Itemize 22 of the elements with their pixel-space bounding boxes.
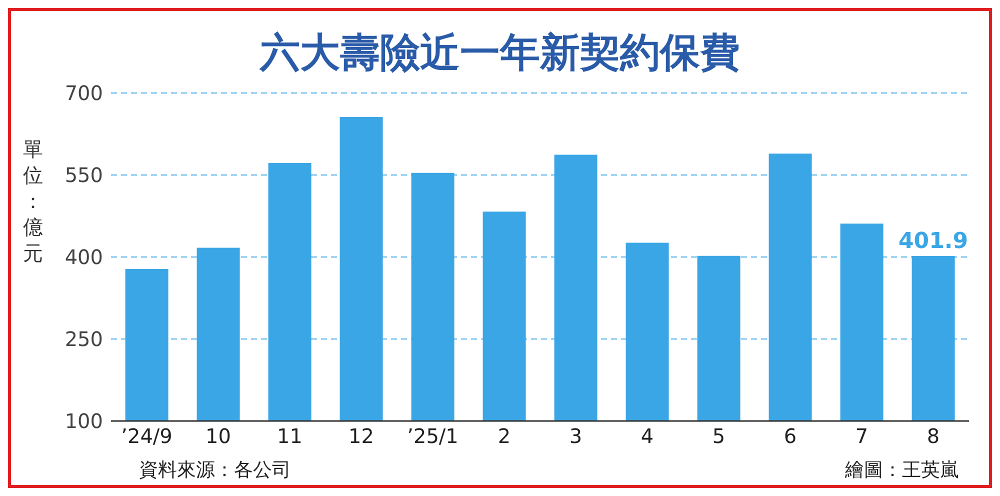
chart-title: 六大壽險近一年新契約保費	[258, 29, 741, 78]
y-tick-label: 100	[64, 409, 103, 434]
x-tick-label: ’24/9	[121, 424, 172, 448]
x-tick-label: 3	[569, 424, 582, 448]
x-tick-label: 10	[206, 424, 231, 448]
x-tick-label: 7	[855, 424, 868, 448]
y-tick-label: 700	[64, 81, 103, 106]
y-tick-label: 400	[64, 245, 103, 270]
x-tick-label: 11	[277, 424, 302, 448]
x-tick-label: 12	[348, 424, 374, 448]
x-tick-label: 5	[712, 424, 726, 448]
data-label: 401.9	[898, 228, 968, 254]
y-tick-label: 250	[64, 327, 103, 352]
x-tick-label: 6	[784, 424, 797, 448]
x-tick-label: 4	[640, 424, 654, 448]
x-tick-label: 2	[498, 424, 511, 448]
x-tick-label: 8	[926, 424, 940, 448]
y-axis-title: 單位：億元	[22, 136, 44, 266]
y-tick-label: 550	[64, 163, 103, 188]
source-note: 資料來源：各公司	[139, 458, 291, 483]
x-tick-label: ’25/1	[407, 424, 458, 448]
text: 繪圖：王英嵐	[845, 458, 959, 483]
